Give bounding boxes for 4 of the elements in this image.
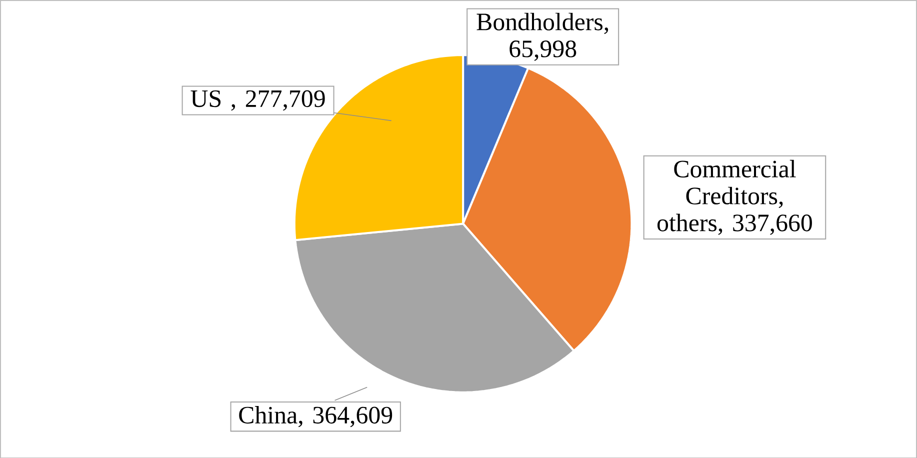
slice-label: Commercial Creditors, others, 337,660	[657, 160, 812, 235]
slice-label: China, 364,609	[239, 406, 392, 427]
slice-label: Bondholders, 65,998	[476, 12, 608, 61]
slice-label: US , 277,709	[190, 90, 325, 110]
